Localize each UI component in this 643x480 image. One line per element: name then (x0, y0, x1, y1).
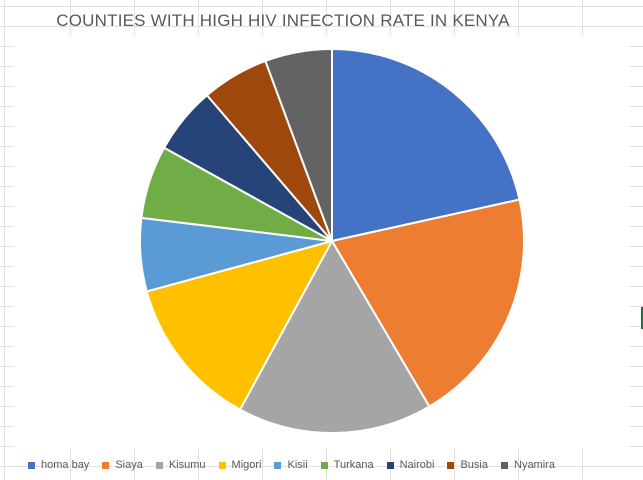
pie-slice-kisumu (239, 240, 431, 434)
legend-item-kisii: Kisii (274, 459, 308, 471)
legend-item-turkana: Turkana (320, 459, 374, 471)
legend-swatch (447, 461, 455, 469)
legend-item-nyamira: Nyamira (501, 459, 555, 471)
legend-swatch (386, 461, 394, 469)
legend-swatch (274, 461, 282, 469)
legend-swatch (155, 461, 163, 469)
pie-slice-nyamira (264, 48, 333, 242)
legend-swatch (102, 461, 110, 469)
legend-swatch (28, 461, 35, 469)
legend-label: homa bay (41, 459, 90, 471)
cell-selection-edge (641, 307, 643, 329)
legend-label: Kisii (287, 459, 308, 471)
legend-label: Siaya (115, 459, 143, 471)
legend-label: Nyamira (514, 459, 555, 471)
legend-item-siaya: Siaya (102, 459, 143, 471)
legend-label: Kisumu (168, 459, 206, 471)
legend-swatch (320, 461, 328, 469)
legend-item-busia: Busia (447, 459, 488, 471)
legend-swatch (218, 461, 226, 469)
pie-slice-migori (145, 240, 333, 411)
legend-item-kisumu: Kisumu (155, 459, 206, 471)
legend-label: Nairobi (399, 459, 435, 471)
chart-legend: homa bay Siaya Kisumu Migori Kisii Turkana Nai… (28, 457, 643, 473)
legend-label: Migori (231, 459, 262, 471)
legend-swatch (501, 461, 508, 469)
chart-title: COUNTIES WITH HIGH HIV INFECTION RATE IN… (56, 11, 510, 30)
pie-slice-homa-bay (331, 48, 521, 242)
legend-item-homa-bay: homa bay (28, 459, 89, 471)
legend-item-nairobi: Nairobi (386, 459, 435, 471)
legend-label: Busia (460, 459, 488, 471)
legend-label: Turkana (333, 459, 374, 471)
pie-slice-siaya (331, 198, 525, 408)
legend-item-migori: Migori (218, 459, 262, 471)
